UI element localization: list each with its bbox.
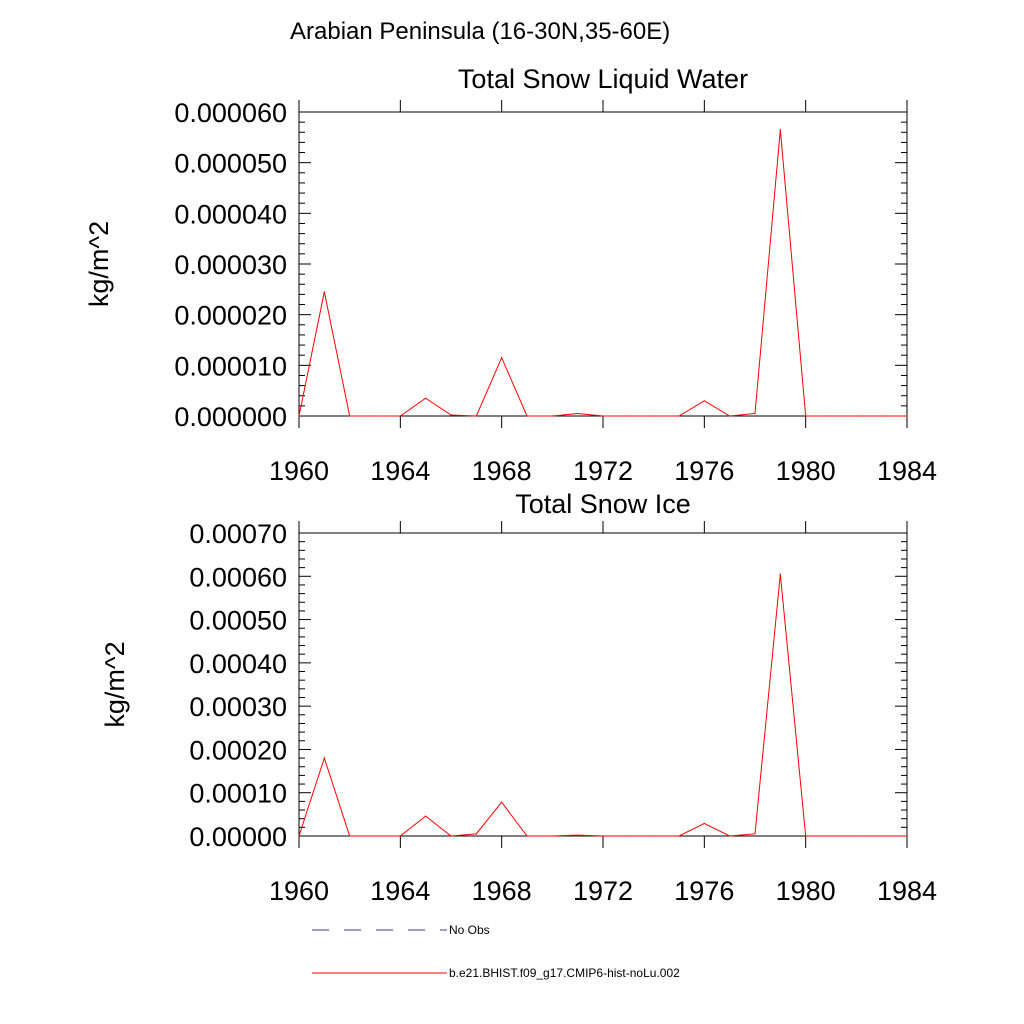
- x-tick-label: 1968: [472, 876, 532, 906]
- y-axis-label: kg/m^2: [84, 221, 114, 307]
- data-point: [855, 835, 857, 837]
- data-point: [501, 357, 503, 359]
- data-point: [374, 415, 376, 417]
- data-point: [374, 835, 376, 837]
- data-point: [653, 835, 655, 837]
- data-point: [729, 415, 731, 417]
- data-point: [323, 291, 325, 293]
- x-tick-label: 1968: [472, 456, 532, 486]
- x-tick-label: 1976: [674, 456, 734, 486]
- data-point: [475, 833, 477, 835]
- legend: No Obs b.e21.BHIST.f09_g17.CMIP6-hist-noL…: [312, 923, 680, 980]
- data-point: [805, 835, 807, 837]
- data-point: [399, 835, 401, 837]
- data-point: [830, 415, 832, 417]
- x-tick-label: 1964: [370, 876, 430, 906]
- y-axis-label: kg/m^2: [100, 641, 130, 727]
- data-point: [450, 414, 452, 416]
- data-point: [678, 835, 680, 837]
- data-point: [425, 815, 427, 817]
- data-point: [349, 415, 351, 417]
- series-line: [298, 129, 907, 417]
- data-point: [298, 835, 300, 837]
- y-tick-label: 0.000040: [174, 199, 287, 229]
- data-point: [627, 835, 629, 837]
- data-point: [323, 757, 325, 759]
- data-point: [627, 415, 629, 417]
- y-tick-label: 0.00020: [189, 735, 287, 765]
- data-point: [855, 415, 857, 417]
- data-point: [526, 415, 528, 417]
- y-tick-label: 0.00030: [189, 692, 287, 722]
- x-tick-label: 1960: [269, 456, 329, 486]
- y-tick-label: 0.00050: [189, 606, 287, 636]
- data-point: [779, 129, 781, 131]
- y-tick-label: 0.000010: [174, 351, 287, 381]
- x-tick-label: 1960: [269, 876, 329, 906]
- x-tick-label: 1972: [573, 876, 633, 906]
- data-point: [501, 801, 503, 803]
- data-point: [475, 415, 477, 417]
- x-tick-label: 1976: [674, 876, 734, 906]
- data-point: [602, 415, 604, 417]
- plot-frame: [298, 111, 908, 417]
- data-point: [906, 415, 908, 417]
- y-tick-label: 0.00060: [189, 562, 287, 592]
- x-tick-label: 1964: [370, 456, 430, 486]
- data-point: [678, 415, 680, 417]
- data-point: [754, 412, 756, 415]
- page-title: Arabian Peninsula (16-30N,35-60E): [290, 18, 671, 45]
- data-point: [729, 835, 731, 837]
- y-tick-label: 0.00000: [189, 822, 287, 852]
- data-point: [703, 400, 705, 402]
- data-point: [298, 415, 300, 417]
- data-point: [577, 834, 579, 836]
- data-point: [551, 835, 553, 837]
- y-tick-label: 0.000030: [174, 250, 287, 280]
- series-line: [298, 574, 907, 837]
- chart-panel-1: Total Snow Liquid Water kg/m^2 0.000000 0.0…: [84, 64, 937, 486]
- data-point: [906, 835, 908, 837]
- data-point: [399, 415, 401, 417]
- data-point: [349, 835, 351, 837]
- legend-series-label: b.e21.BHIST.f09_g17.CMIP6-hist-noLu.002: [449, 966, 680, 980]
- data-point: [450, 835, 452, 837]
- data-point: [425, 397, 427, 399]
- y-tick-label: 0.000020: [174, 301, 287, 331]
- data-point: [703, 822, 705, 825]
- chart-title: Total Snow Liquid Water: [458, 64, 748, 94]
- data-point: [805, 415, 807, 417]
- data-point: [526, 835, 528, 837]
- plot-frame: [298, 532, 908, 837]
- data-point: [602, 835, 604, 837]
- legend-obs-label: No Obs: [449, 923, 490, 937]
- data-point: [881, 835, 883, 837]
- y-tick-label: 0.00070: [189, 519, 287, 549]
- x-tick-label: 1972: [573, 456, 633, 486]
- chart-panel-2: Total Snow Ice kg/m^2 0.00000 0.00010 0.0002…: [100, 489, 937, 906]
- data-point: [830, 835, 832, 837]
- x-tick-label: 1980: [776, 456, 836, 486]
- data-point: [551, 415, 553, 417]
- x-tick-label: 1984: [877, 456, 937, 486]
- data-point: [653, 415, 655, 417]
- data-point: [577, 412, 579, 415]
- y-tick-label: 0.00010: [189, 779, 287, 809]
- data-point: [779, 573, 781, 575]
- y-tick-label: 0.000060: [174, 98, 287, 128]
- y-tick-label: 0.00040: [189, 649, 287, 679]
- y-tick-label: 0.000000: [174, 402, 287, 432]
- chart-title: Total Snow Ice: [515, 489, 691, 519]
- y-tick-label: 0.000050: [174, 149, 287, 179]
- data-point: [754, 833, 756, 835]
- x-tick-label: 1984: [877, 876, 937, 906]
- x-tick-label: 1980: [776, 876, 836, 906]
- data-point: [881, 415, 883, 417]
